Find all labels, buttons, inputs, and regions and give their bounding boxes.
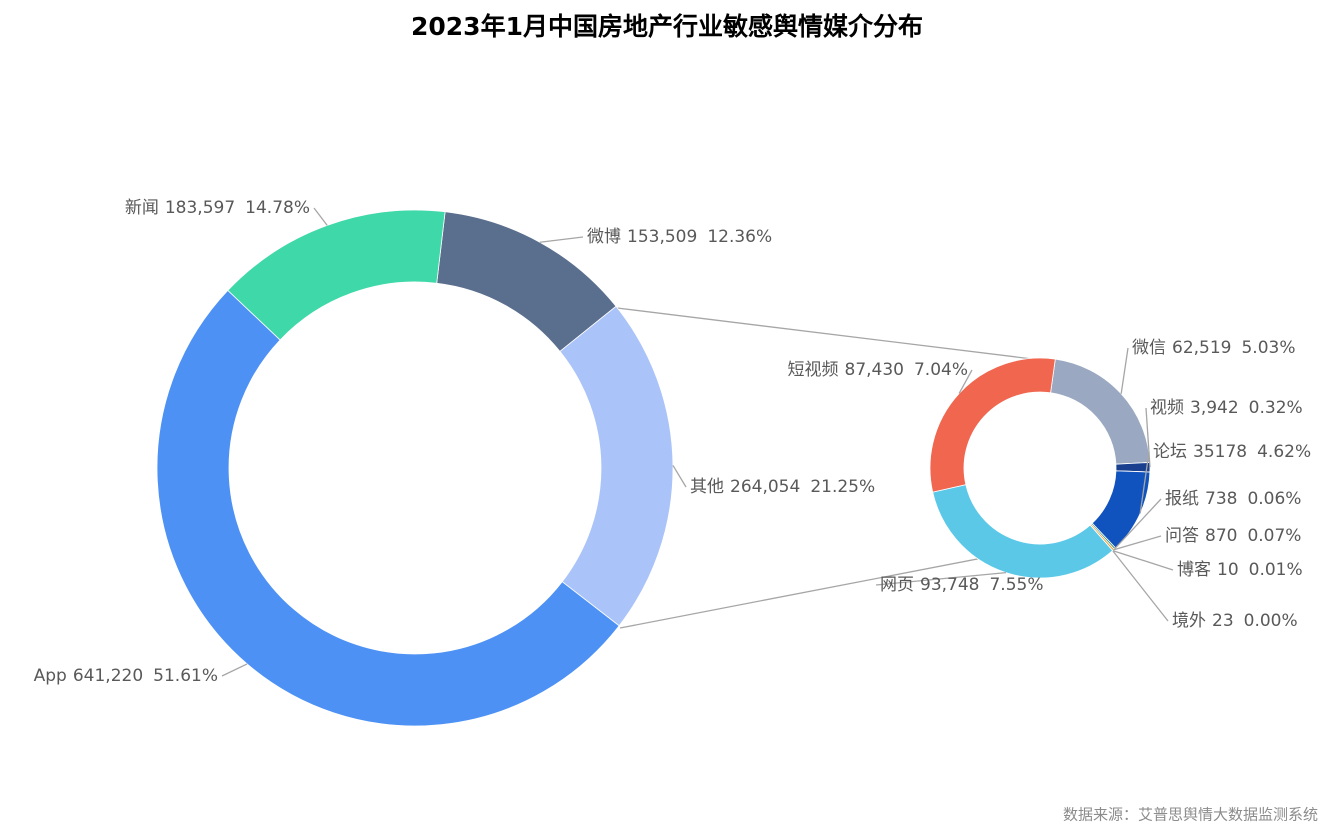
label-name: 新闻 xyxy=(125,198,159,218)
data-label: 其他 264,054 21.25% xyxy=(690,477,875,497)
donut-slice xyxy=(932,484,1114,579)
label-percent: 4.62% xyxy=(1257,442,1311,462)
label-count: 87,430 xyxy=(845,360,904,380)
label-percent: 0.32% xyxy=(1249,398,1303,418)
label-name: 论坛 xyxy=(1153,442,1187,462)
leader-line xyxy=(1112,549,1174,571)
label-count: 641,220 xyxy=(73,666,143,686)
label-percent: 12.36% xyxy=(707,227,772,247)
label-name: 微信 xyxy=(1132,338,1166,358)
label-name: 微博 xyxy=(587,227,621,247)
donut-slice xyxy=(227,209,446,341)
data-label: 问答 870 0.07% xyxy=(1165,526,1301,546)
label-count: 870 xyxy=(1205,526,1237,546)
label-percent: 5.03% xyxy=(1241,338,1295,358)
label-percent: 0.01% xyxy=(1249,560,1303,580)
leader-line xyxy=(672,465,687,488)
label-count: 93,748 xyxy=(920,575,979,595)
label-percent: 0.07% xyxy=(1247,526,1301,546)
data-label: 网页 93,748 7.55% xyxy=(880,575,1044,595)
label-count: 62,519 xyxy=(1172,338,1231,358)
data-label: 论坛 35178 4.62% xyxy=(1153,442,1311,462)
label-percent: 0.06% xyxy=(1247,489,1301,509)
label-name: 视频 xyxy=(1150,398,1184,418)
leader-line xyxy=(1113,535,1162,551)
source-note: 数据来源：艾普思舆情大数据监测系统 xyxy=(1063,806,1318,824)
leader-line xyxy=(1145,407,1151,468)
leader-line xyxy=(1139,451,1150,514)
data-label: 新闻 183,597 14.78% xyxy=(125,198,310,218)
data-label: App 641,220 51.61% xyxy=(34,666,218,686)
label-name: 问答 xyxy=(1165,526,1199,546)
data-label: 境外 23 0.00% xyxy=(1172,611,1298,631)
label-percent: 51.61% xyxy=(153,666,218,686)
label-name: 其他 xyxy=(690,477,724,497)
label-name: 博客 xyxy=(1177,560,1211,580)
donut-slice xyxy=(929,357,1056,493)
label-name: 境外 xyxy=(1172,611,1206,631)
label-percent: 7.04% xyxy=(914,360,968,380)
data-label: 报纸 738 0.06% xyxy=(1165,489,1301,509)
leader-line xyxy=(958,369,973,394)
donut-slice xyxy=(559,305,674,627)
leader-line xyxy=(1112,550,1169,622)
label-percent: 14.78% xyxy=(245,198,310,218)
label-count: 3,942 xyxy=(1190,398,1239,418)
connector xyxy=(616,307,1058,363)
label-count: 738 xyxy=(1205,489,1237,509)
label-name: 报纸 xyxy=(1165,489,1199,509)
leader-line xyxy=(539,236,584,243)
label-count: 35178 xyxy=(1193,442,1247,462)
label-percent: 21.25% xyxy=(810,477,875,497)
leader-line xyxy=(875,571,1007,586)
donut-slice xyxy=(1050,358,1151,465)
label-percent: 7.55% xyxy=(989,575,1043,595)
data-label: 视频 3,942 0.32% xyxy=(1150,398,1303,418)
label-name: App xyxy=(34,666,67,686)
label-name: 短视频 xyxy=(788,360,839,380)
data-label: 微博 153,509 12.36% xyxy=(587,227,772,247)
data-label: 短视频 87,430 7.04% xyxy=(788,360,969,380)
leader-line xyxy=(1114,498,1162,550)
label-count: 10 xyxy=(1217,560,1239,580)
leader-line xyxy=(313,207,328,226)
data-label: 博客 10 0.01% xyxy=(1177,560,1303,580)
chart-title: 2023年1月中国房地产行业敏感舆情媒介分布 xyxy=(411,12,923,41)
data-label: 微信 62,519 5.03% xyxy=(1132,338,1296,358)
label-count: 264,054 xyxy=(730,477,800,497)
label-count: 153,509 xyxy=(627,227,697,247)
leader-line xyxy=(221,663,248,677)
label-name: 网页 xyxy=(880,575,914,595)
label-count: 23 xyxy=(1212,611,1234,631)
donut-slice xyxy=(156,289,620,727)
label-percent: 0.00% xyxy=(1244,611,1298,631)
leader-line xyxy=(1120,347,1129,394)
label-count: 183,597 xyxy=(165,198,235,218)
